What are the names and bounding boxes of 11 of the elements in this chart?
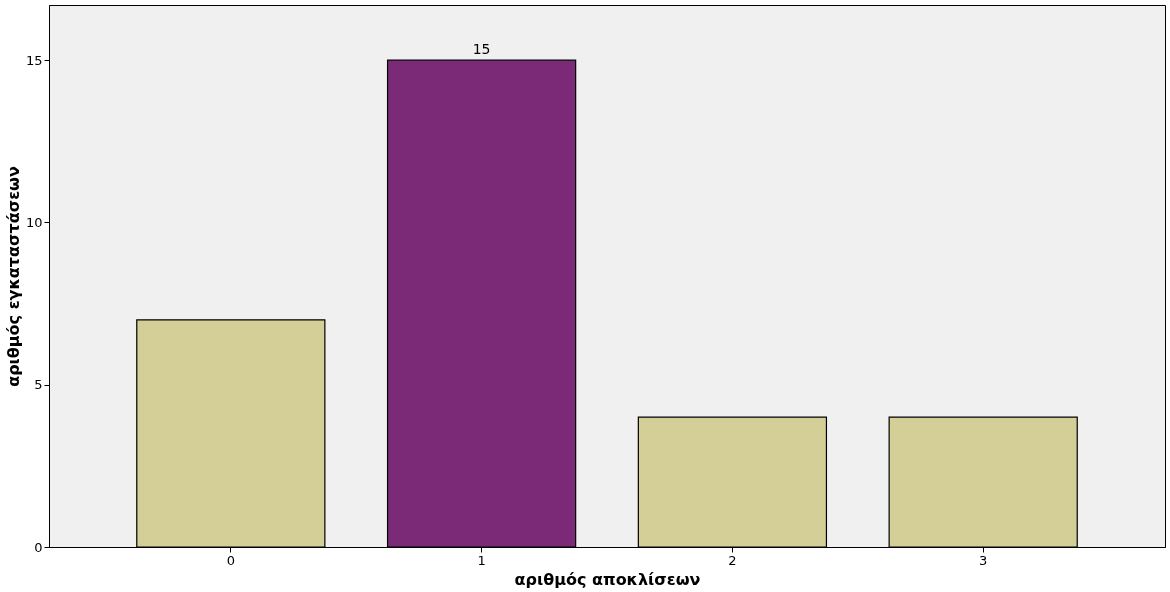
y-tick-label: 15 [25, 52, 43, 68]
y-axis-title: αριθμός εγκαταστάσεων [3, 166, 23, 387]
y-tick-label: 10 [25, 214, 43, 230]
y-tick-label: 0 [34, 539, 43, 555]
y-tick-label: 5 [34, 377, 43, 393]
x-axis-title: αριθμός αποκλίσεων [514, 569, 701, 589]
data-label: 15 [472, 41, 491, 58]
x-tick-label: 2 [728, 552, 737, 568]
x-tick-label: 0 [226, 552, 235, 568]
x-tick-label: 3 [979, 552, 988, 568]
x-tick-label: 1 [477, 552, 486, 568]
